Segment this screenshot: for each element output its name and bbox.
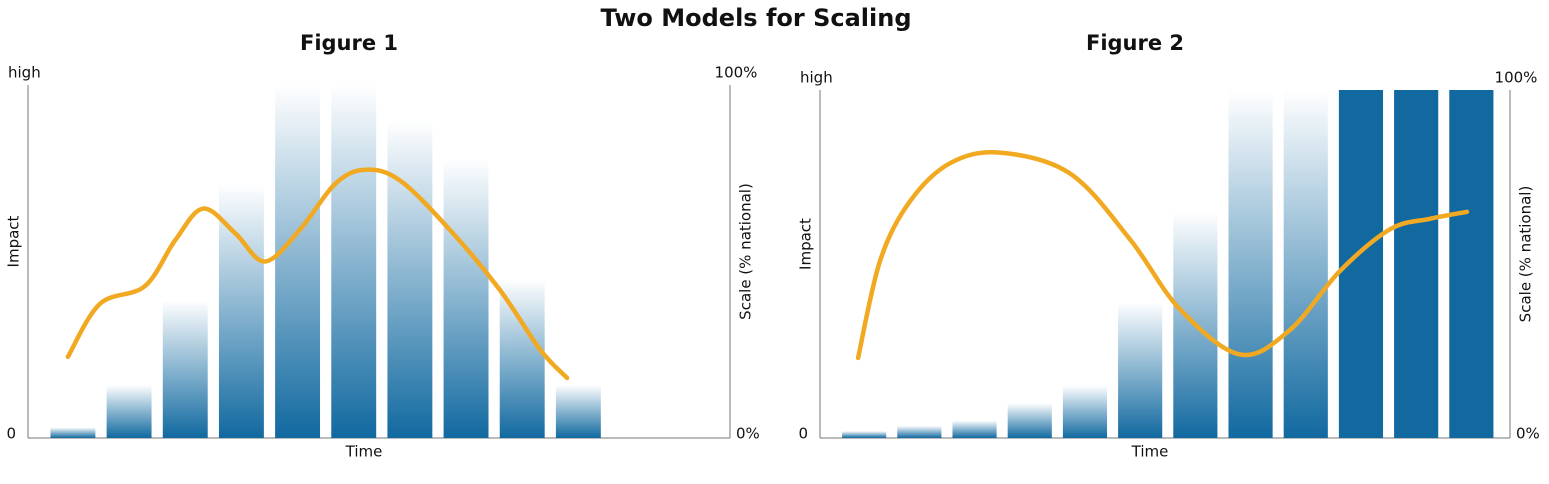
- bar: [952, 420, 997, 438]
- bar: [1449, 90, 1494, 438]
- bar: [842, 431, 887, 438]
- bar: [1062, 385, 1108, 438]
- impact-line: [855, 150, 1470, 361]
- y2-axis-label: Scale (% national): [737, 183, 755, 320]
- bar: [387, 120, 433, 439]
- y-axis-label: Impact: [797, 218, 815, 270]
- bar: [331, 85, 377, 438]
- y-tick-label: 0: [6, 425, 16, 443]
- y2-tick-label: 100%: [1495, 69, 1538, 87]
- bar: [162, 300, 208, 438]
- y2-axis-label: Scale (% national): [1517, 186, 1535, 323]
- bar: [499, 279, 545, 438]
- y-tick-label: 0: [798, 425, 808, 443]
- subplot-title: Figure 1: [300, 31, 398, 55]
- bar: [1118, 302, 1163, 438]
- y2-tick-label: 0%: [1516, 425, 1540, 443]
- x-axis-label: Time: [345, 443, 383, 461]
- bar: [106, 385, 152, 438]
- subplot-title: Figure 2: [1086, 31, 1184, 55]
- y2-tick-label: 0%: [736, 425, 760, 443]
- y2-tick-label: 100%: [715, 64, 758, 82]
- bar: [50, 427, 96, 438]
- bar: [1283, 90, 1328, 438]
- bar: [1007, 403, 1052, 438]
- y-axis-label: Impact: [5, 215, 23, 267]
- bar: [443, 159, 489, 438]
- bar: [555, 385, 601, 438]
- bar: [1394, 90, 1439, 438]
- y-tick-label: high: [8, 64, 41, 82]
- impact-line: [65, 167, 570, 381]
- x-axis-label: Time: [1131, 443, 1169, 461]
- bar: [1228, 90, 1273, 438]
- y-tick-label: high: [800, 69, 833, 87]
- bar: [897, 425, 942, 438]
- bar: [275, 85, 321, 438]
- page-title: Two Models for Scaling: [601, 4, 912, 32]
